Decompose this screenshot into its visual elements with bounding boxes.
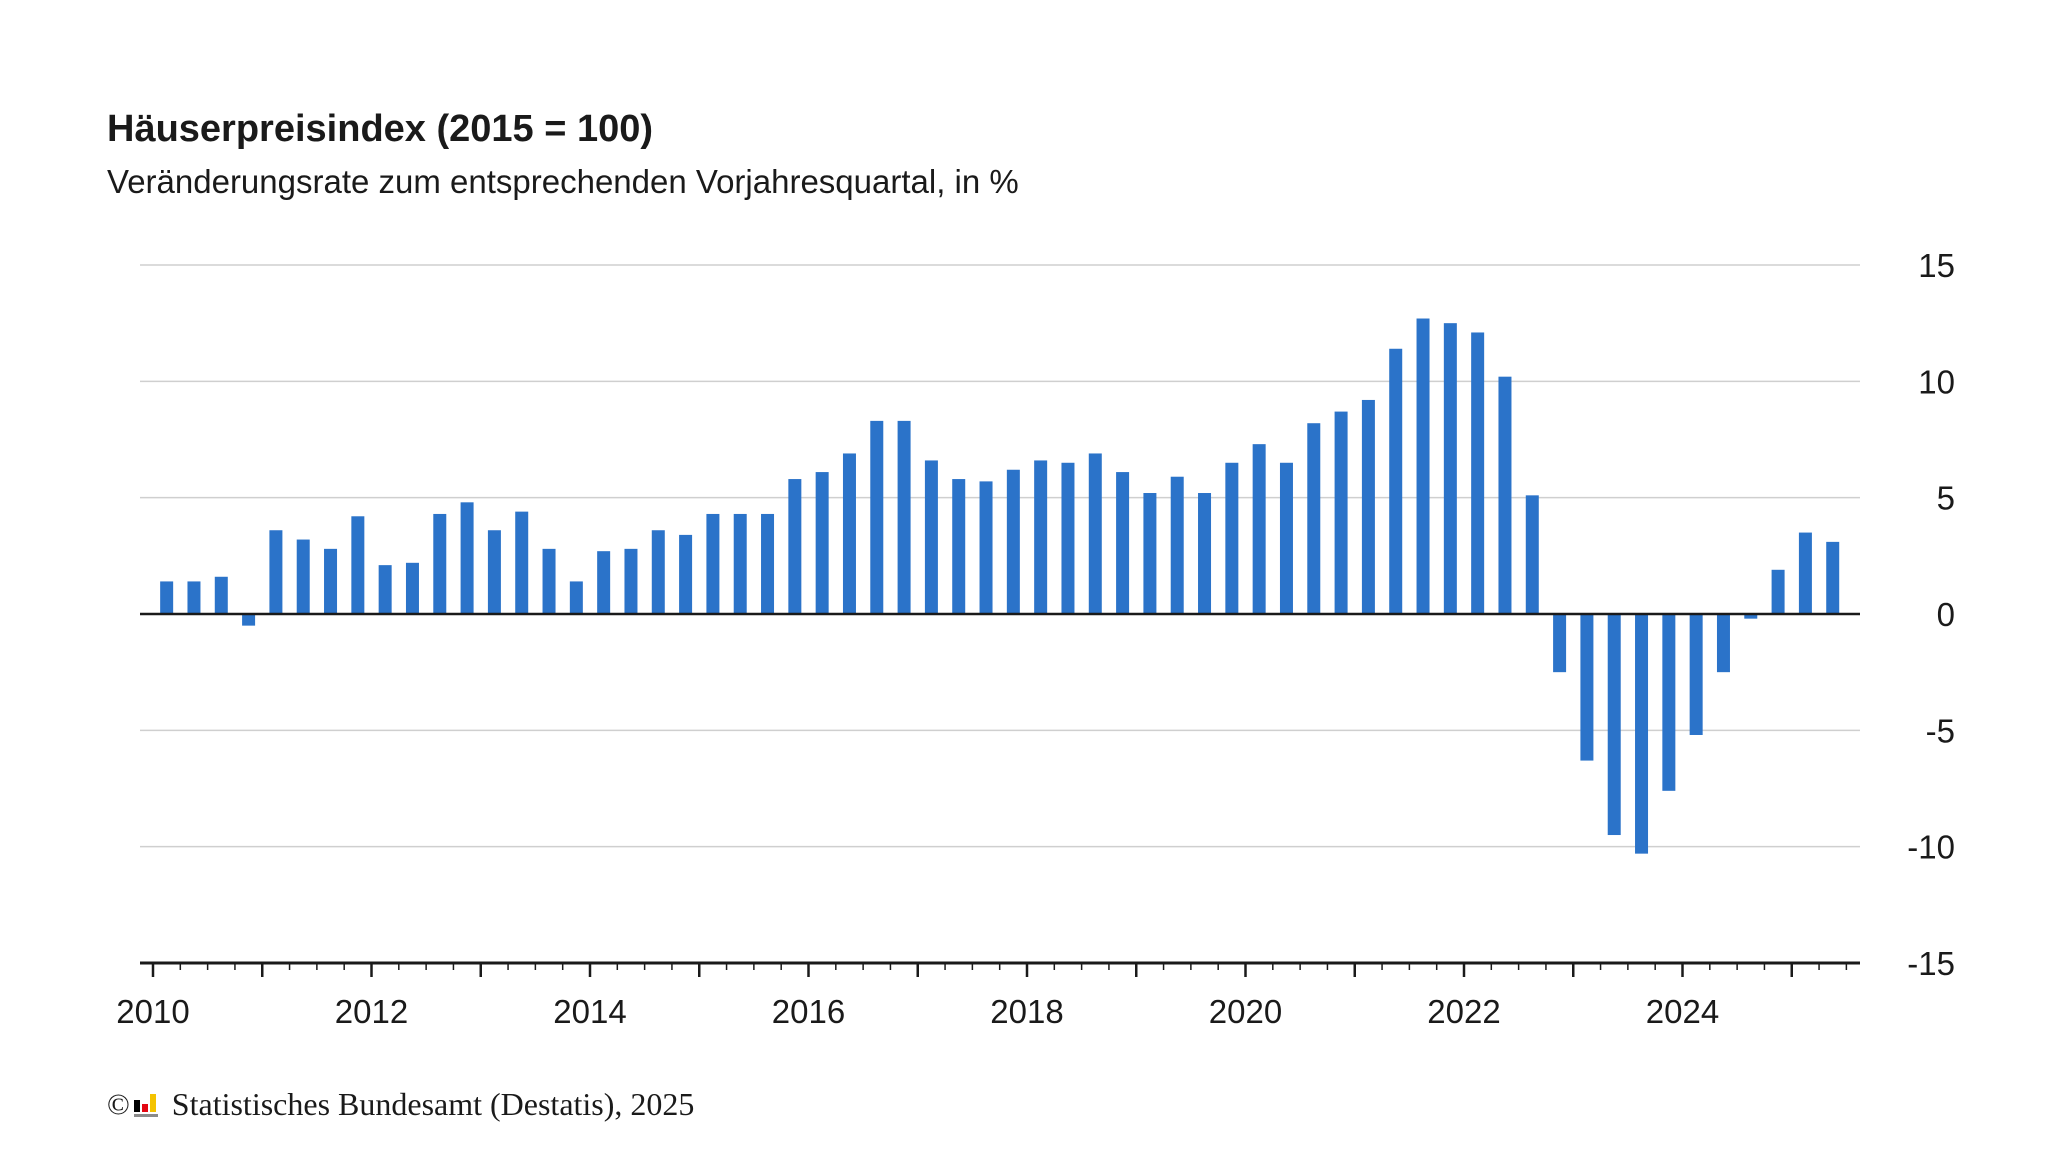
bar [1607, 614, 1621, 836]
x-tick-label: 2022 [1427, 993, 1500, 1030]
bar [487, 530, 501, 614]
source-text: Statistisches Bundesamt (Destatis), 2025 [171, 1086, 695, 1122]
bar [952, 479, 966, 614]
x-tick-label: 2020 [1209, 993, 1282, 1030]
x-tick-label: 2024 [1646, 993, 1719, 1030]
destatis-logo-icon [133, 1092, 162, 1118]
bar [460, 502, 474, 614]
bar [706, 513, 720, 614]
bar [1553, 614, 1567, 673]
bar [515, 511, 529, 614]
bar [1416, 318, 1430, 614]
x-tick-label: 2016 [772, 993, 845, 1030]
bar [1443, 323, 1457, 614]
bar [1307, 423, 1321, 614]
bar [788, 479, 802, 614]
bar [160, 581, 174, 614]
y-tick-label: 5 [1937, 480, 1955, 517]
x-tick-label: 2018 [990, 993, 1063, 1030]
bar [242, 614, 256, 626]
x-tick-label: 2014 [553, 993, 626, 1030]
bar [324, 548, 338, 614]
bar [597, 551, 611, 614]
bar [1744, 614, 1758, 619]
bar [1826, 541, 1840, 614]
bar [1198, 493, 1212, 614]
y-tick-label: -5 [1926, 712, 1955, 749]
bar [733, 513, 747, 614]
bar [679, 534, 693, 614]
copyright-symbol: © [107, 1087, 130, 1121]
bar [1170, 476, 1184, 614]
chart-subtitle: Veränderungsrate zum entsprechenden Vorj… [107, 163, 1019, 200]
bar [1798, 532, 1812, 614]
bar [1143, 493, 1157, 614]
bar [1061, 462, 1075, 614]
bar [187, 581, 201, 614]
bar [1034, 460, 1048, 614]
bar [1471, 332, 1485, 614]
bar [1580, 614, 1594, 761]
y-tick-label: -15 [1907, 945, 1955, 982]
y-tick-label: 0 [1937, 596, 1955, 633]
bar [214, 576, 228, 614]
bar [1279, 462, 1293, 614]
y-tick-label: -10 [1907, 829, 1955, 866]
bar [542, 548, 556, 614]
x-tick-label: 2010 [116, 993, 189, 1030]
bar [1361, 399, 1375, 614]
bar [405, 562, 419, 614]
bar [651, 530, 665, 614]
bar [1334, 411, 1348, 614]
bar [842, 453, 856, 614]
bar [815, 472, 829, 614]
bar [1498, 376, 1512, 614]
source-footer: © Statistisches Bundesamt (Destatis), 20… [107, 1086, 694, 1123]
bar [979, 481, 993, 614]
bar [1771, 569, 1785, 614]
bar [624, 548, 638, 614]
bar [1525, 495, 1539, 614]
bar [1116, 472, 1130, 614]
bar [1716, 614, 1730, 673]
bar [1662, 614, 1676, 791]
bar [1389, 348, 1403, 614]
bar [269, 530, 283, 614]
chart-title: Häuserpreisindex (2015 = 100) [107, 108, 654, 150]
y-tick-label: 15 [1918, 247, 1955, 284]
bar [1689, 614, 1703, 735]
bar [1088, 453, 1102, 614]
bar [569, 581, 583, 614]
y-tick-label: 10 [1918, 363, 1955, 400]
bar [897, 420, 911, 614]
bar [1225, 462, 1239, 614]
bar [924, 460, 938, 614]
bar [870, 420, 884, 614]
bar [1006, 469, 1020, 614]
bar [296, 539, 310, 614]
bar [1252, 444, 1266, 614]
bar [761, 513, 775, 614]
bar [378, 565, 392, 614]
bar [351, 516, 365, 614]
bar [1635, 614, 1649, 854]
bar [433, 513, 447, 614]
x-tick-label: 2012 [335, 993, 408, 1030]
